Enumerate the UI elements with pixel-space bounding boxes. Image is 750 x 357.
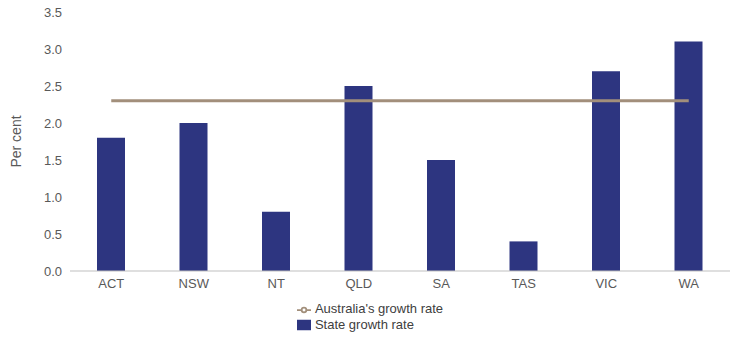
html-text:State growth rate: State growth rate: [314, 316, 414, 332]
svg-text:TAS: TAS: [512, 276, 537, 291]
svg-text:WA: WA: [679, 276, 700, 291]
svg-text:SA: SA: [433, 276, 451, 291]
html-text:Australia's growth rate: Australia's growth rate: [314, 301, 444, 316]
svg-text:2.0: 2.0: [44, 116, 62, 131]
svg-text:NT: NT: [268, 276, 285, 291]
svg-text:3.0: 3.0: [44, 42, 62, 57]
svg-text:1.0: 1.0: [44, 190, 62, 205]
svg-text:0.5: 0.5: [44, 227, 62, 242]
svg-text:1.5: 1.5: [44, 153, 62, 168]
svg-text:3.5: 3.5: [44, 5, 62, 20]
svg-text:VIC: VIC: [595, 276, 617, 291]
svg-text:ACT: ACT: [98, 276, 124, 291]
svg-text:Per cent: Per cent: [8, 115, 24, 167]
svg-text:2.5: 2.5: [44, 79, 62, 94]
svg-text:0.0: 0.0: [44, 264, 62, 279]
svg-text:NSW: NSW: [179, 276, 210, 291]
svg-text:QLD: QLD: [345, 276, 372, 291]
